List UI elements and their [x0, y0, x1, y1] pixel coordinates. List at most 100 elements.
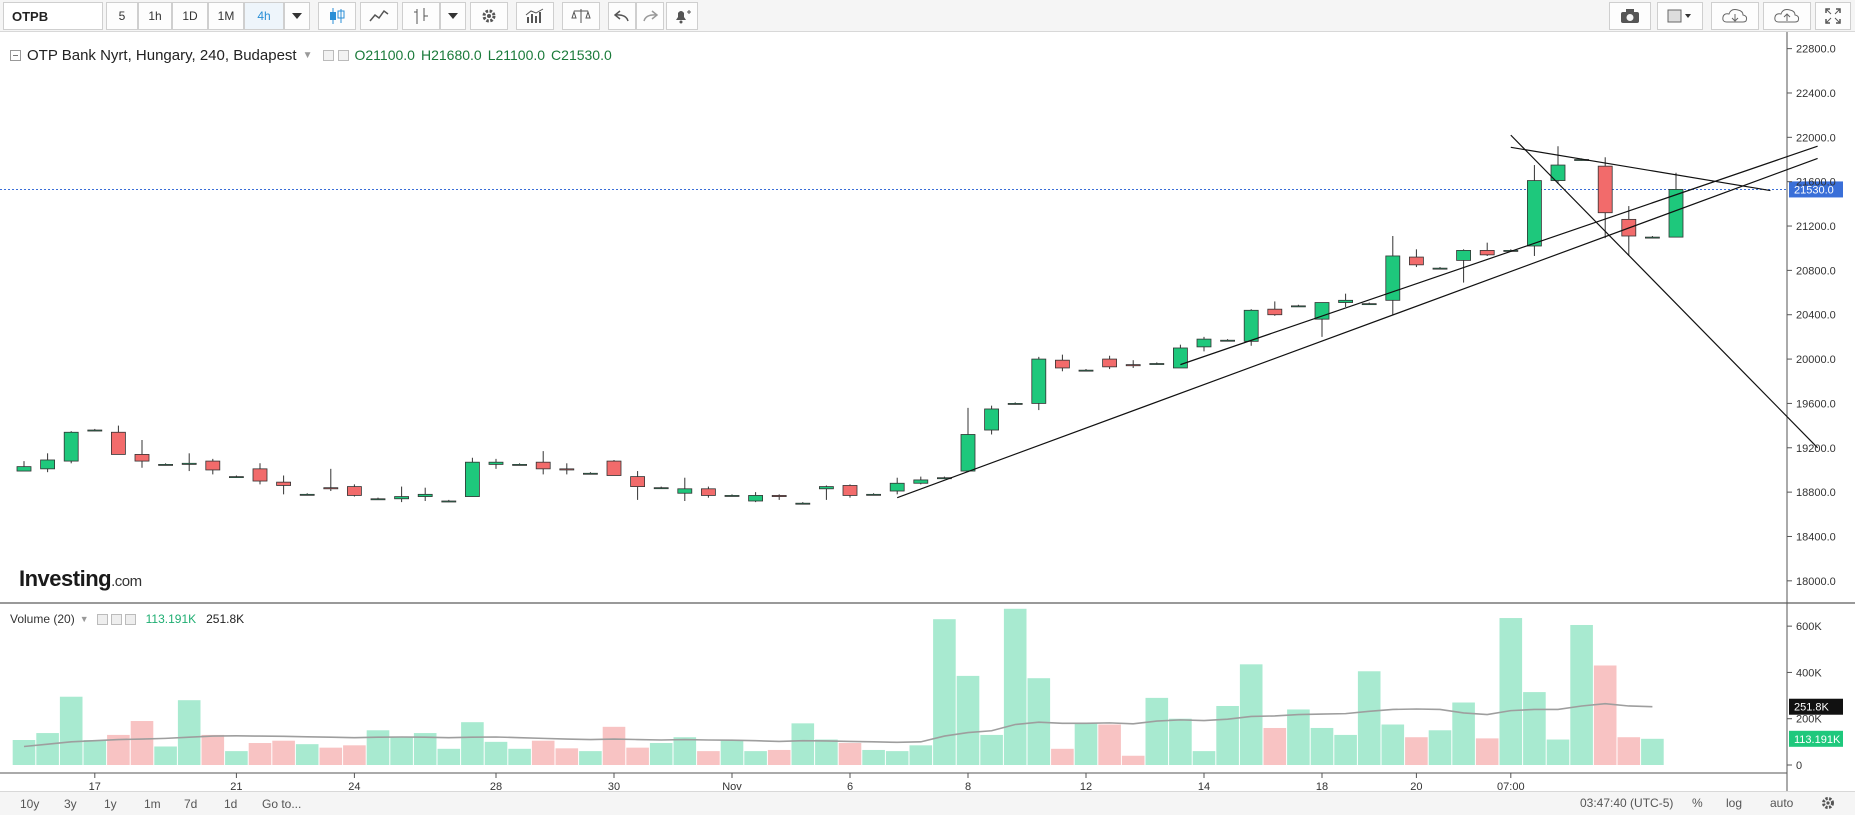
interval-1h-button[interactable]: 1h [138, 2, 172, 30]
price-tick-label: 18000.0 [1796, 576, 1836, 588]
settings-button[interactable] [470, 2, 508, 30]
range-7d-button[interactable]: 7d [184, 797, 198, 811]
candle-body [677, 488, 693, 494]
candle-body [205, 460, 221, 471]
volume-bar [12, 740, 36, 765]
candle-body [1550, 164, 1566, 181]
candle [370, 497, 386, 501]
percent-scale-button[interactable]: % [1692, 796, 1703, 810]
time-tick-label: 6 [847, 781, 853, 791]
settings-small-icon[interactable] [322, 49, 334, 61]
caret-down-icon[interactable]: ▼ [302, 49, 313, 61]
square-icon [1667, 9, 1691, 23]
volume-bar [437, 748, 461, 765]
interval-1m-button[interactable]: 1M [208, 2, 244, 30]
candle [1078, 369, 1094, 372]
compare-scale-button[interactable] [562, 2, 600, 30]
studies-button[interactable] [516, 2, 554, 30]
interval-4h-button[interactable]: 4h [244, 2, 284, 30]
candle-body [16, 466, 32, 472]
price-chart[interactable]: 21530.0 251.8K 113.191K 22800.0 22400.0 2200… [0, 32, 1855, 791]
gear-icon[interactable] [1820, 795, 1836, 814]
candle [866, 493, 881, 496]
candle [1220, 339, 1235, 342]
compare-button[interactable] [402, 2, 440, 30]
layout-button[interactable] [1657, 2, 1703, 30]
volume-bar [767, 749, 791, 765]
volume-tick-label: 400K [1796, 667, 1822, 679]
settings-small-icon[interactable] [96, 613, 108, 625]
range-1m-button[interactable]: 1m [144, 797, 161, 811]
candle [1125, 360, 1141, 368]
candle [276, 475, 292, 495]
volume-bar [1239, 664, 1263, 765]
goto-button[interactable]: Go to... [262, 797, 302, 811]
candle-body [1196, 338, 1212, 348]
range-1d-button[interactable]: 1d [224, 797, 238, 811]
redo-button[interactable] [636, 2, 664, 30]
volume-bar [1475, 738, 1499, 765]
alert-button[interactable] [666, 2, 698, 30]
interval-5-button[interactable]: 5 [106, 2, 138, 30]
volume-badge-label: 251.8K [1794, 702, 1830, 714]
price-tick-label: 22000.0 [1796, 132, 1836, 144]
candle [1597, 157, 1613, 239]
save-chart-button[interactable] [1763, 2, 1811, 30]
screenshot-button[interactable] [1609, 2, 1651, 30]
volume-bar [885, 751, 909, 765]
gear-icon [482, 9, 496, 23]
volume-badge [1789, 698, 1843, 715]
volume-bar [838, 743, 862, 765]
candle-body [535, 461, 551, 470]
close-small-icon[interactable] [124, 613, 136, 625]
redo-icon [643, 10, 658, 22]
candle-body [842, 485, 858, 496]
candle-body [323, 487, 339, 490]
interval-1d-button[interactable]: 1D [172, 2, 208, 30]
range-3y-button[interactable]: 3y [64, 797, 77, 811]
volume-tick-label: 0 [1796, 760, 1802, 772]
volume-bar [413, 733, 437, 765]
log-scale-button[interactable]: log [1726, 796, 1743, 810]
candle-body [1031, 358, 1047, 404]
volume-bar [1334, 734, 1357, 765]
undo-button[interactable] [608, 2, 636, 30]
candle-body [370, 498, 386, 501]
candle [913, 476, 929, 485]
symbol-input[interactable]: OTPB [3, 2, 103, 30]
volume-label: Volume (20) [10, 612, 75, 626]
indicators-button[interactable] [360, 2, 398, 30]
candle-body [819, 486, 834, 490]
volume-tick-label: 200K [1796, 714, 1822, 726]
volume-bar [1546, 739, 1570, 765]
visibility-small-icon[interactable] [337, 49, 349, 61]
volume-bar [484, 741, 508, 765]
candle-body [913, 479, 929, 484]
volume-bar [343, 745, 366, 765]
auto-scale-button[interactable]: auto [1770, 796, 1794, 810]
volume-ma-line [23, 702, 1653, 748]
candle-body [1173, 347, 1188, 369]
visibility-small-icon[interactable] [110, 613, 122, 625]
collapse-icon[interactable] [10, 49, 21, 61]
range-10y-button[interactable]: 10y [20, 797, 40, 811]
candle [819, 485, 834, 500]
chart-type-dropdown[interactable] [440, 2, 466, 30]
volume-bar [909, 745, 933, 765]
fullscreen-icon [1825, 8, 1841, 24]
range-1y-button[interactable]: 1y [104, 797, 117, 811]
interval-dropdown-button[interactable] [284, 2, 310, 30]
candle [1196, 336, 1212, 352]
caret-down-icon[interactable]: ▼ [79, 614, 89, 624]
fullscreen-button[interactable] [1815, 2, 1851, 30]
candle [724, 494, 740, 497]
load-chart-button[interactable] [1711, 2, 1759, 30]
volume-bar [130, 721, 154, 765]
candle-body [984, 408, 999, 431]
candles-style-button[interactable] [318, 2, 356, 30]
candle-body [87, 429, 103, 432]
candle [441, 499, 457, 503]
candle [1031, 356, 1047, 411]
time-tick-label: 12 [1080, 781, 1092, 791]
candle-body [889, 482, 905, 492]
